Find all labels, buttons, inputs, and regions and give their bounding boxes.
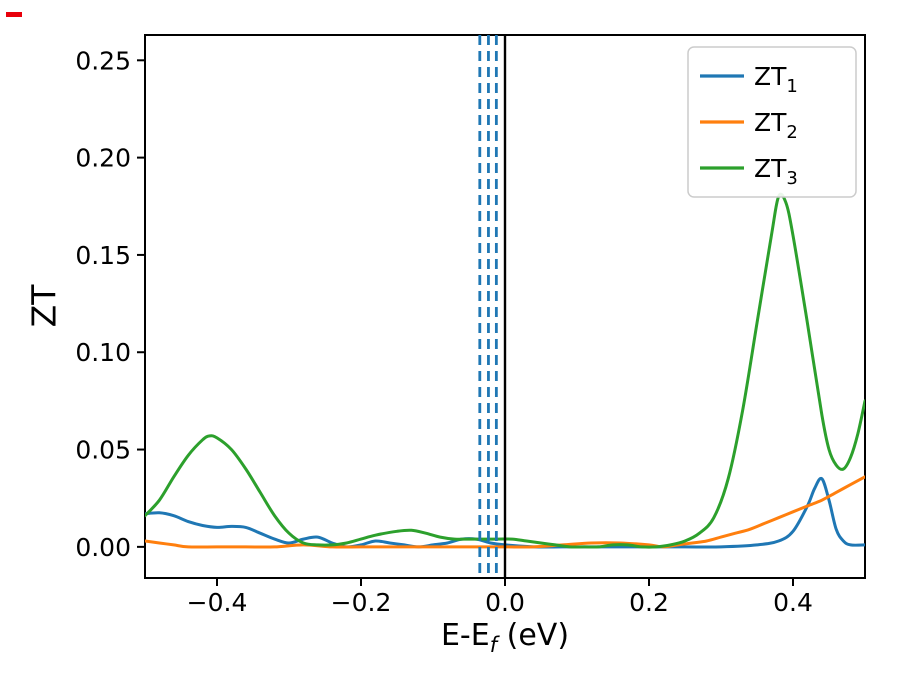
legend-entry-ZT3: ZT3 [700,154,798,189]
legend-label-ZT2: ZT2 [754,108,798,143]
y-tick-label: 0.05 [75,436,131,465]
corner-mark [6,12,22,17]
legend: ZT1 ZT2 ZT3 [687,46,857,198]
x-axis-label-subscript: f [489,633,498,657]
y-tick-label: 0.25 [75,46,131,75]
legend-label-ZT3: ZT3 [754,154,798,189]
x-tick-label: −0.4 [187,588,248,617]
series-line-ZT2 [145,475,865,549]
legend-box [687,46,857,198]
x-tick-label: −0.2 [331,588,392,617]
legend-entry-ZT2: ZT2 [700,108,798,143]
x-axis-label-suffix: (eV) [497,618,570,653]
x-axis-label: E-Ef (eV) [145,618,865,657]
legend-label-ZT1: ZT1 [754,62,798,97]
x-tick-label: 0.2 [629,588,669,617]
y-tick-label: 0.10 [75,338,131,367]
x-tick-label: 0.4 [773,588,813,617]
y-axis-label: ZT [24,284,64,328]
legend-entry-ZT1: ZT1 [700,62,798,97]
x-axis-label-prefix: E-E [440,618,490,653]
x-tick-label: 0.0 [485,588,525,617]
plot-area [145,192,865,549]
y-tick-label: 0.15 [75,241,131,270]
y-tick-label: 0.20 [75,144,131,173]
series-line-ZT3 [145,192,865,549]
y-tick-label: 0.00 [75,533,131,562]
